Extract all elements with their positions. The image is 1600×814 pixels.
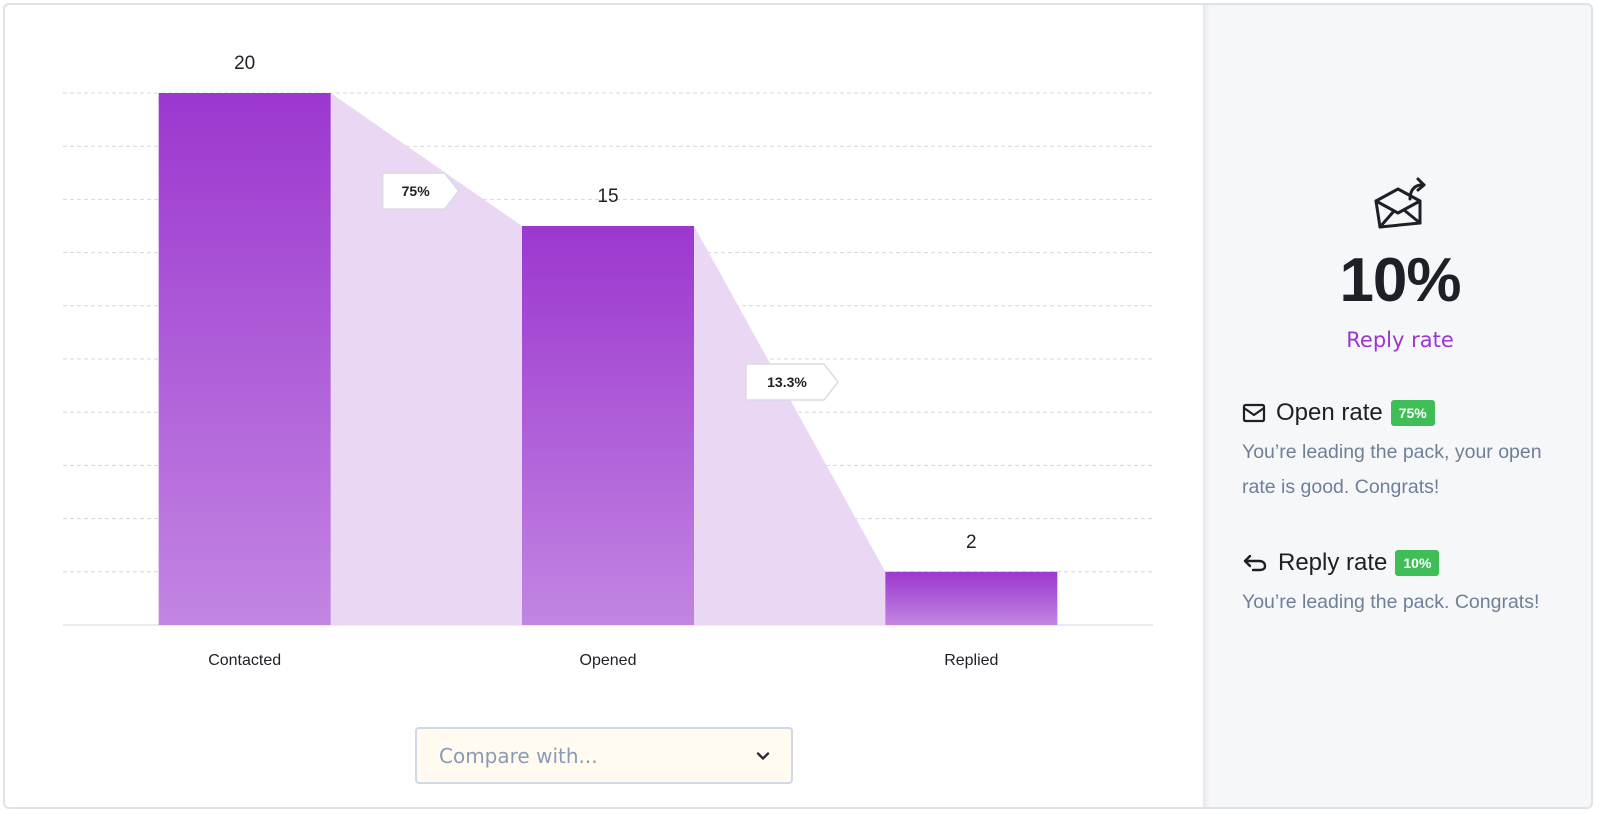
open-rate-metric: Open rate 75% You’re leading the pack, y…: [1242, 397, 1562, 505]
conversion-tag-shape: [381, 172, 460, 210]
reply-arrow-icon: [1243, 554, 1267, 572]
category-label: Contacted: [208, 652, 281, 669]
reply-rate-label: Reply rate: [1346, 328, 1454, 352]
envelope-reply-icon: [1374, 177, 1426, 229]
open-rate-description: You’re leading the pack, your open rate …: [1242, 441, 1542, 498]
funnel-chart: 20 Contacted 15 Opened 2 Replied 75% 13.3%: [63, 53, 1153, 669]
open-rate-title: Open rate: [1276, 399, 1383, 426]
category-label: Replied: [944, 652, 998, 669]
bar-value-label: 15: [597, 186, 618, 207]
reply-rate-value: 10%: [1339, 246, 1461, 315]
conversion-tag: 75%: [381, 172, 460, 210]
conversion-tag-shape: [745, 363, 839, 401]
envelope-icon: [1242, 403, 1266, 423]
category-label: Opened: [580, 652, 637, 669]
chevron-down-icon: [756, 752, 770, 760]
compare-with-select[interactable]: Compare with...: [415, 727, 793, 784]
open-rate-badge: 75%: [1390, 400, 1435, 426]
conversion-rate-label: 13.3%: [767, 374, 807, 390]
chart-panel: 20 Contacted 15 Opened 2 Replied 75% 13.3% Comp…: [5, 5, 1203, 807]
reply-rate-title: Reply rate: [1278, 549, 1388, 576]
funnel-connector: [694, 226, 886, 625]
bar-replied: [885, 571, 1058, 625]
conversion-tag: 13.3%: [745, 363, 839, 401]
summary-panel: 10% Reply rate Open rate 75% You’re lead…: [1203, 5, 1591, 807]
bar-value-label: 20: [234, 53, 255, 74]
bar-value-label: 2: [966, 532, 977, 553]
bar-contacted: [158, 93, 331, 625]
funnel-connector: [330, 93, 522, 625]
funnel-card: 20 Contacted 15 Opened 2 Replied 75% 13.3% Comp…: [3, 3, 1593, 809]
bar-opened: [522, 226, 694, 625]
reply-rate-metric: Reply rate 10% You’re leading the pack. …: [1242, 547, 1562, 620]
compare-placeholder: Compare with...: [439, 743, 598, 768]
reply-rate-badge: 10%: [1395, 550, 1440, 576]
conversion-rate-label: 75%: [402, 183, 431, 199]
reply-rate-description: You’re leading the pack. Congrats!: [1242, 591, 1540, 613]
